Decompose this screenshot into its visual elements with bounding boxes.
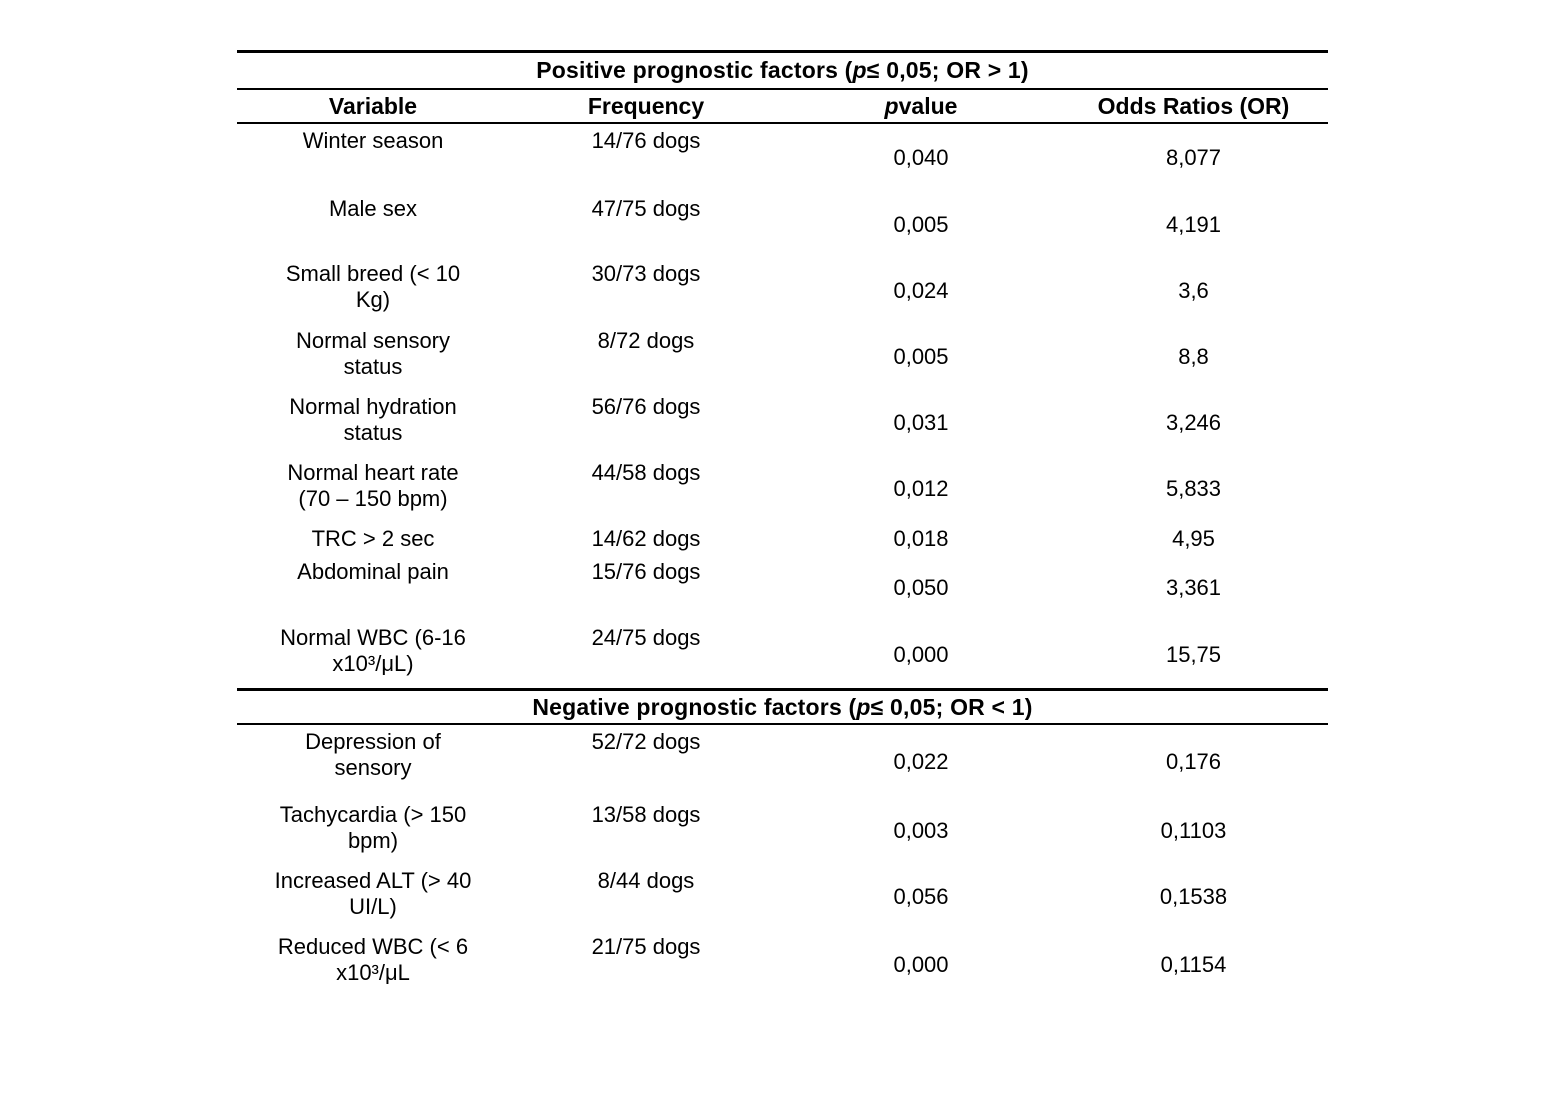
p-value-cell: 0,003 (893, 818, 949, 843)
variable-cell: Depression of sensory (305, 729, 441, 780)
p-value-header-rest: value (898, 92, 958, 119)
frequency-cell: 8/72 dogs (597, 328, 695, 353)
p-value-cell: 0,005 (893, 344, 949, 369)
variable-cell: Abdominal pain (297, 559, 449, 584)
variable-cell: Small breed (< 10 Kg) (285, 261, 461, 312)
frequency-cell: 14/76 dogs (591, 128, 701, 153)
frequency-cell: 44/58 dogs (591, 460, 701, 485)
column-header-row: Variable Frequency p value Odds Ratios (… (237, 90, 1328, 122)
negative-section-rows: Depression of sensory 52/72 dogs 0,022 0… (237, 725, 1328, 1000)
column-header-odds-ratios: Odds Ratios (OR) (1097, 92, 1290, 119)
frequency-cell: 56/76 dogs (591, 394, 701, 419)
positive-section-rows: Winter season 14/76 dogs 0,040 8,077 Mal… (237, 124, 1328, 688)
variable-cell: Tachycardia (> 150 bpm) (279, 802, 467, 853)
p-value-cell: 0,031 (893, 410, 949, 435)
odds-ratio-cell: 8,8 (1178, 344, 1209, 369)
p-value-cell: 0,018 (893, 525, 949, 551)
p-value-cell: 0,024 (893, 277, 949, 303)
variable-cell: Reduced WBC (< 6 x10³/μL (277, 934, 469, 985)
negative-title-suffix: ≤ 0,05; OR < 1) (870, 693, 1033, 720)
frequency-cell: 13/58 dogs (591, 802, 701, 827)
variable-cell: Normal hydration status (289, 394, 457, 445)
variable-cell: Normal WBC (6-16 x10³/μL) (280, 625, 466, 676)
column-header-variable: Variable (328, 92, 418, 119)
negative-title-prefix: Negative prognostic factors ( (532, 693, 857, 720)
p-value-cell: 0,005 (893, 211, 949, 237)
table-row: Male sex 47/75 dogs 0,005 4,191 (237, 192, 1328, 257)
positive-title-p: p (852, 57, 867, 83)
positive-title-suffix: ≤ 0,05; OR > 1) (866, 57, 1029, 83)
table-row: Normal hydration status 56/76 dogs 0,031… (237, 390, 1328, 456)
odds-ratio-cell: 0,176 (1165, 748, 1222, 774)
table-row: Normal WBC (6-16 x10³/μL) 24/75 dogs 0,0… (237, 621, 1328, 688)
prognostic-factors-table: Positive prognostic factors (p ≤ 0,05; O… (237, 50, 1328, 1000)
variable-cell: Winter season (302, 128, 444, 153)
frequency-cell: 14/62 dogs (591, 526, 701, 551)
divider (237, 88, 1328, 90)
table-row: Normal heart rate (70 – 150 bpm) 44/58 d… (237, 456, 1328, 522)
table-row: TRC > 2 sec 14/62 dogs 0,018 4,95 (237, 522, 1328, 555)
negative-section-title: Negative prognostic factors (p ≤ 0,05; O… (237, 691, 1328, 723)
variable-cell: TRC > 2 sec (311, 526, 435, 551)
p-value-header-p: p (884, 92, 899, 119)
odds-ratio-cell: 3,6 (1178, 277, 1209, 303)
p-value-cell: 0,056 (893, 884, 949, 909)
table-row: Reduced WBC (< 6 x10³/μL 21/75 dogs 0,00… (237, 930, 1328, 1000)
frequency-cell: 24/75 dogs (591, 625, 701, 650)
section-divider (237, 688, 1328, 691)
p-value-cell: 0,050 (893, 575, 949, 600)
odds-ratio-cell: 0,1103 (1160, 818, 1227, 843)
frequency-cell: 47/75 dogs (591, 196, 701, 221)
divider (237, 723, 1328, 725)
frequency-cell: 21/75 dogs (591, 934, 701, 959)
variable-cell: Male sex (328, 196, 418, 221)
odds-ratio-cell: 8,077 (1165, 145, 1222, 170)
table-row: Small breed (< 10 Kg) 30/73 dogs 0,024 3… (237, 257, 1328, 324)
odds-ratio-cell: 0,1538 (1159, 884, 1228, 909)
frequency-cell: 8/44 dogs (597, 868, 695, 893)
odds-ratio-cell: 0,1154 (1160, 952, 1227, 977)
table-row: Tachycardia (> 150 bpm) 13/58 dogs 0,003… (237, 798, 1328, 864)
column-header-frequency: Frequency (587, 92, 705, 119)
frequency-cell: 52/72 dogs (591, 729, 701, 754)
table-row: Winter season 14/76 dogs 0,040 8,077 (237, 124, 1328, 192)
p-value-cell: 0,040 (893, 145, 949, 170)
odds-ratio-cell: 4,95 (1172, 525, 1215, 551)
p-value-cell: 0,022 (893, 748, 949, 774)
frequency-cell: 15/76 dogs (591, 559, 701, 584)
odds-ratio-cell: 5,833 (1165, 476, 1222, 501)
table-row: Normal sensory status 8/72 dogs 0,005 8,… (237, 324, 1328, 390)
table-top-border (237, 50, 1328, 53)
odds-ratio-cell: 15,75 (1165, 641, 1222, 667)
positive-title-prefix: Positive prognostic factors ( (536, 57, 853, 83)
table-row: Abdominal pain 15/76 dogs 0,050 3,361 (237, 555, 1328, 621)
frequency-cell: 30/73 dogs (591, 261, 701, 286)
odds-ratio-cell: 3,246 (1165, 410, 1222, 435)
odds-ratio-cell: 4,191 (1165, 211, 1222, 237)
p-value-cell: 0,000 (893, 952, 949, 977)
positive-section-title: Positive prognostic factors (p ≤ 0,05; O… (237, 53, 1328, 88)
variable-cell: Normal sensory status (295, 328, 451, 379)
table-row: Increased ALT (> 40 UI/L) 8/44 dogs 0,05… (237, 864, 1328, 930)
negative-title-p: p (856, 693, 871, 720)
p-value-cell: 0,000 (893, 641, 949, 667)
table-row: Depression of sensory 52/72 dogs 0,022 0… (237, 725, 1328, 798)
column-header-p-value: p value (783, 90, 1059, 122)
variable-cell: Normal heart rate (70 – 150 bpm) (287, 460, 459, 511)
variable-cell: Increased ALT (> 40 UI/L) (274, 868, 472, 919)
divider (237, 122, 1328, 124)
odds-ratio-cell: 3,361 (1165, 575, 1222, 600)
p-value-cell: 0,012 (893, 476, 949, 501)
